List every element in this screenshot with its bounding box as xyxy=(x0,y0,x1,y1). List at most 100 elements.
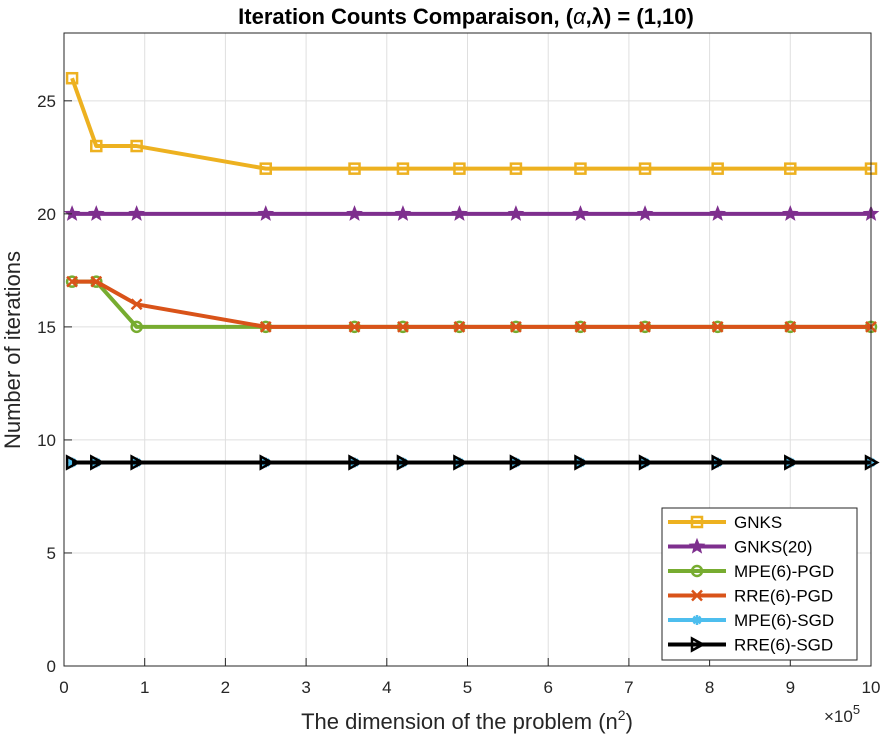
data-point xyxy=(130,320,143,334)
series-RRE(6)-PGD xyxy=(66,275,877,333)
data-point xyxy=(709,205,726,221)
ticks: 0 1 2 3 4 5 6 7 8 9 10 0 5 10 15 20 25 xyxy=(37,92,880,697)
legend-label: GNKS(20) xyxy=(734,538,812,557)
data-point xyxy=(572,205,589,221)
x-axis-label: The dimension of the problem (n2) xyxy=(301,707,633,734)
data-point xyxy=(65,71,79,85)
x-exponent: ×105 xyxy=(824,702,860,726)
x-tick-label: 9 xyxy=(786,678,795,697)
title-alpha: α xyxy=(573,4,587,29)
data-point xyxy=(348,454,364,471)
legend-label: MPE(6)-PGD xyxy=(734,562,834,581)
legend-marker xyxy=(690,564,704,578)
series-layer xyxy=(63,71,880,471)
data-point xyxy=(257,205,275,221)
x-tick-label: 10 xyxy=(862,678,881,697)
data-point xyxy=(574,162,587,175)
legend-marker xyxy=(690,515,704,529)
data-point xyxy=(130,298,143,311)
legend-item: RRE(6)-SGD xyxy=(668,636,833,655)
legend-marker xyxy=(688,537,706,554)
data-point xyxy=(784,321,797,333)
x-exponent-base: ×10 xyxy=(824,707,853,726)
x-exponent-power: 5 xyxy=(853,702,860,717)
data-point xyxy=(638,162,652,175)
y-axis-label: Number of iterations xyxy=(0,251,25,449)
x-tick-label: 0 xyxy=(59,678,68,697)
title-prefix: Iteration Counts Comparaison, ( xyxy=(238,4,574,29)
y-tick-label: 15 xyxy=(37,318,56,337)
x-tick-label: 3 xyxy=(301,678,310,697)
xlabel-main: The dimension of the problem (n xyxy=(301,709,618,734)
y-tick-label: 20 xyxy=(37,205,56,224)
data-point xyxy=(638,454,654,471)
title-comma: , xyxy=(586,4,592,29)
x-tick-label: 4 xyxy=(382,678,391,697)
legend-label: RRE(6)-PGD xyxy=(734,587,833,606)
legend-item: RRE(6)-PGD xyxy=(668,587,833,606)
y-tick-label: 5 xyxy=(47,544,56,563)
data-point xyxy=(394,205,412,221)
legend-label: GNKS xyxy=(734,513,782,532)
data-point xyxy=(639,321,651,333)
data-point xyxy=(711,454,727,471)
legend-marker xyxy=(690,636,706,653)
legend-item: GNKS xyxy=(668,513,782,532)
data-point xyxy=(574,454,590,471)
data-point xyxy=(453,162,466,175)
data-point xyxy=(259,454,275,471)
data-point xyxy=(711,321,724,333)
x-tick-label: 2 xyxy=(221,678,230,697)
data-point xyxy=(396,162,410,175)
legend-label: MPE(6)-SGD xyxy=(734,611,834,630)
legend-item: MPE(6)-SGD xyxy=(668,611,834,630)
data-point xyxy=(509,162,523,175)
data-point xyxy=(90,275,103,288)
title-lambda: λ xyxy=(592,4,604,29)
x-tick-label: 5 xyxy=(463,678,472,697)
chart-title: Iteration Counts Comparaison, (α,λ) = (1… xyxy=(238,4,694,29)
y-tick-label: 0 xyxy=(47,657,56,676)
data-point xyxy=(348,321,361,333)
y-tick-label: 10 xyxy=(37,431,56,450)
series-RRE(6)-SGD xyxy=(65,454,880,471)
data-point xyxy=(574,321,587,333)
legend-item: MPE(6)-PGD xyxy=(668,562,834,581)
series-GNKS xyxy=(65,71,878,175)
data-point xyxy=(451,205,468,221)
data-point xyxy=(453,321,466,333)
data-point xyxy=(397,321,409,333)
legend-label: RRE(6)-SGD xyxy=(734,636,833,655)
data-point xyxy=(63,205,81,221)
data-point xyxy=(711,162,724,175)
data-point xyxy=(781,205,799,221)
data-point xyxy=(636,205,654,221)
x-tick-label: 8 xyxy=(705,678,714,697)
data-point xyxy=(90,454,105,471)
data-point xyxy=(128,205,145,221)
xlabel-sup: 2 xyxy=(618,707,626,723)
data-point xyxy=(66,275,78,288)
data-point xyxy=(453,454,469,471)
x-tick-label: 6 xyxy=(543,678,552,697)
legend-box xyxy=(661,507,858,661)
data-point xyxy=(784,454,799,471)
series-line xyxy=(70,77,871,171)
data-point xyxy=(507,205,525,221)
data-point xyxy=(259,321,272,333)
legend-marker xyxy=(692,615,702,625)
y-tick-label: 25 xyxy=(37,92,56,111)
data-point xyxy=(65,454,81,471)
data-point xyxy=(396,454,412,471)
legend: GNKS GNKS(20) MPE(6)-PGD RRE(6)-PGD MPE(6)-S… xyxy=(661,507,858,661)
xlabel-end: ) xyxy=(626,709,633,734)
data-point xyxy=(259,162,272,175)
data-point xyxy=(784,162,797,175)
data-point xyxy=(348,162,361,175)
data-point xyxy=(346,205,363,221)
data-point xyxy=(87,205,105,221)
data-point xyxy=(510,321,522,333)
data-point xyxy=(130,454,146,471)
data-point xyxy=(90,139,103,153)
